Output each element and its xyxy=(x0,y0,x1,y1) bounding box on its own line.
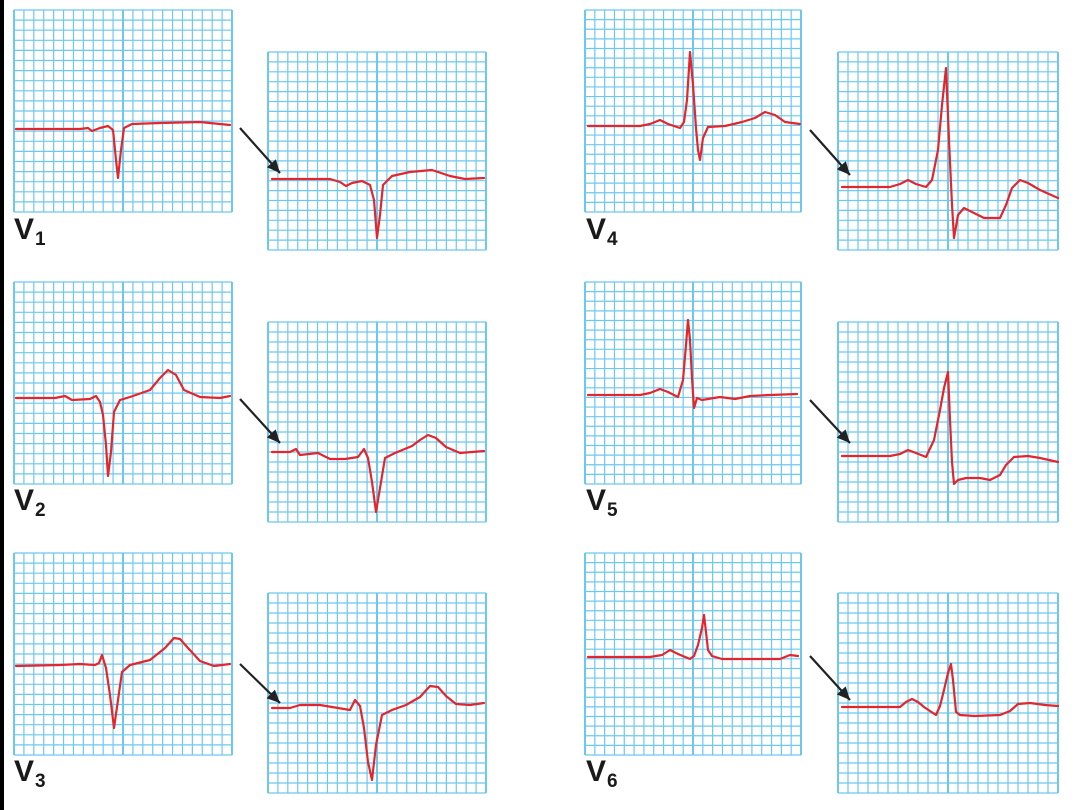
lead-label-v1: V1 xyxy=(14,213,46,250)
ecg-grid-v3-before xyxy=(13,552,233,756)
arrow-down-right-icon xyxy=(809,129,851,176)
ecg-grid-v4-after xyxy=(837,51,1059,251)
ecg-trace-v6-after xyxy=(840,662,1060,718)
ecg-trace-v5-after xyxy=(840,370,1060,486)
ecg-grid-v3-after xyxy=(267,592,487,794)
ecg-grid-v2-before xyxy=(13,281,233,485)
lead-label-v2: V2 xyxy=(14,484,46,521)
frame-edge xyxy=(0,0,4,810)
ecg-grid-v1-before xyxy=(13,9,233,213)
ecg-trace-v1-before xyxy=(14,120,232,180)
ecg-grid-v5-after xyxy=(837,321,1059,523)
arrow-down-right-icon xyxy=(809,655,851,701)
ecg-trace-v6-before xyxy=(586,613,800,661)
lead-label-v4: V4 xyxy=(586,213,618,250)
ecg-grid-v2-after xyxy=(267,321,487,523)
ecg-trace-v5-before xyxy=(586,318,799,410)
ecg-trace-v4-after xyxy=(840,66,1060,240)
ecg-trace-v3-after xyxy=(270,684,486,782)
ecg-trace-v2-after xyxy=(270,433,486,514)
ecg-grid-v6-after xyxy=(837,592,1059,794)
arrow-down-right-icon xyxy=(809,399,851,444)
ecg-trace-v2-before xyxy=(14,368,232,478)
arrow-down-right-icon xyxy=(239,127,281,174)
ecg-grid-v1-after xyxy=(267,51,487,251)
ecg-grid-v6-before xyxy=(584,552,802,756)
lead-label-v5: V5 xyxy=(586,484,618,521)
arrow-down-right-icon xyxy=(239,663,281,704)
ecg-trace-v1-after xyxy=(270,168,486,240)
arrow-down-right-icon xyxy=(239,398,281,444)
lead-label-v3: V3 xyxy=(14,755,46,792)
lead-label-v6: V6 xyxy=(586,755,618,792)
ecg-grid-v4-before xyxy=(584,9,802,213)
ecg-trace-v3-before xyxy=(14,636,232,730)
ecg-trace-v4-before xyxy=(586,50,802,162)
